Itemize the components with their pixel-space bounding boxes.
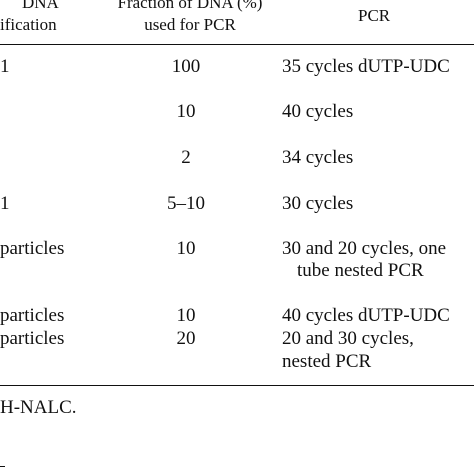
row4-col1: 1 [0,193,10,214]
row1-col2: 100 [171,56,201,77]
row4-col2: 5–10 [167,193,205,214]
row3-col3: 34 cycles [282,147,354,168]
row1-col1: 1 [0,56,10,77]
row4-col3: 30 cycles [282,193,354,214]
header-col1-line2: ification [0,15,57,34]
stray-mark [0,466,5,467]
footnote: H-NALC. [0,397,77,418]
row6-col3: 40 cycles dUTP-UDC [282,305,450,326]
row7-col3: 20 and 30 cycles, [282,328,414,349]
row6-col1: particles [0,305,65,326]
header-col1-line1: DNA [22,0,59,12]
row5-col2: 10 [176,238,196,259]
row5-col3-line2: tube nested PCR [297,260,424,281]
row3-col2: 2 [181,147,191,168]
row6-col2: 10 [176,305,196,326]
row5-col1: particles [0,238,65,259]
row2-col3: 40 cycles [282,101,354,122]
header-col3: PCR [358,6,391,25]
row7-col1: particles [0,328,65,349]
row7-col2: 20 [176,328,196,349]
row2-col2: 10 [176,101,196,122]
header-rule [0,44,474,45]
header-col2-line2: used for PCR [144,15,236,34]
row5-col3: 30 and 20 cycles, one [282,238,447,259]
header-col2-line1: Fraction of DNA (%) [117,0,263,12]
row1-col3: 35 cycles dUTP-UDC [282,56,450,77]
bottom-rule [0,385,474,386]
row7-col3-line2: nested PCR [282,351,372,372]
